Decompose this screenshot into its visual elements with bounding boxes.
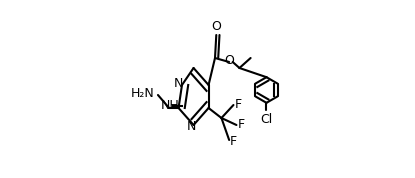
Text: NH: NH xyxy=(161,99,179,112)
Text: N: N xyxy=(174,77,183,90)
Text: F: F xyxy=(238,119,245,132)
Text: F: F xyxy=(235,98,242,111)
Text: O: O xyxy=(224,54,234,67)
Text: Cl: Cl xyxy=(260,113,273,126)
Text: N: N xyxy=(187,120,196,133)
Text: F: F xyxy=(230,135,237,148)
Text: H₂N: H₂N xyxy=(131,87,154,100)
Text: O: O xyxy=(211,20,221,33)
